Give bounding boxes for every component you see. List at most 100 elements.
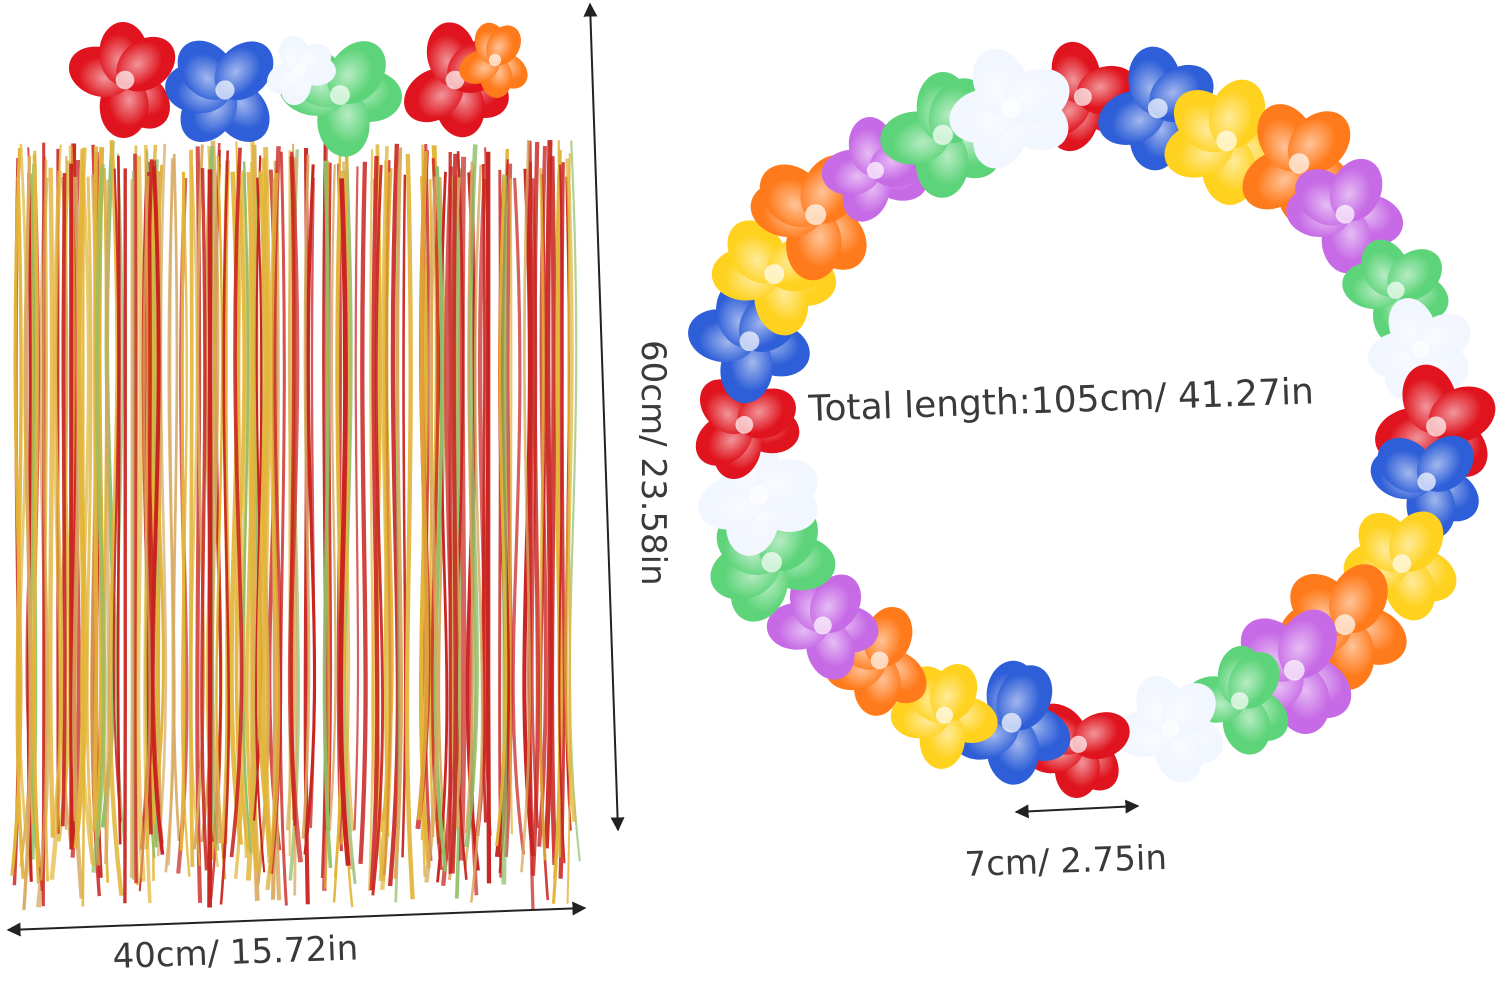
grass-strand [215, 156, 227, 880]
silk-flower [766, 571, 879, 680]
grass-strand [75, 148, 86, 831]
grass-strand [483, 147, 492, 836]
grass-strand [265, 172, 281, 891]
grass-strand [458, 156, 467, 861]
grass-strand [249, 140, 261, 873]
grass-strand [369, 155, 380, 891]
silk-flower [952, 660, 1071, 785]
silk-flower [890, 663, 998, 769]
grass-strand [301, 154, 311, 839]
grass-strand [255, 178, 266, 873]
grass-strand [112, 168, 122, 822]
grass-strand [229, 147, 244, 858]
silk-flower [698, 434, 818, 556]
grass-strand [469, 164, 484, 903]
grass-strand [289, 151, 297, 826]
grass-strand [138, 175, 151, 879]
grass-strand [353, 166, 360, 831]
hula-skirt-image [10, 22, 581, 911]
grass-strand [91, 164, 107, 873]
skirt-width-label: 40cm/ 15.72in [111, 928, 359, 977]
grass-strand [22, 155, 33, 911]
grass-strand [167, 157, 175, 866]
flower-size-arrow [1014, 799, 1140, 819]
grass-strand [568, 140, 581, 862]
grass-strand [200, 167, 209, 871]
grass-strand [549, 156, 558, 866]
grass-strand [104, 179, 111, 865]
grass-strand [358, 161, 368, 865]
skirt-height-label: 60cm/ 23.58in [633, 340, 673, 586]
grass-strand [424, 176, 440, 883]
grass-strands [10, 139, 581, 911]
grass-strand [543, 140, 554, 849]
grass-strand [416, 150, 429, 821]
silk-flower [695, 379, 800, 480]
grass-strand [32, 150, 40, 861]
grass-strand [380, 171, 393, 891]
grass-strand [553, 149, 563, 879]
silk-flower [821, 117, 928, 222]
grass-strand [332, 152, 343, 903]
grass-strand [150, 165, 165, 855]
grass-strand [39, 159, 49, 881]
grass-strand [245, 171, 258, 870]
silk-flower [1115, 675, 1224, 783]
grass-strand [530, 141, 541, 876]
grass-strand [92, 146, 99, 831]
grass-strand [132, 153, 138, 884]
grass-strand [135, 155, 146, 882]
grass-strand [188, 149, 195, 868]
grass-strand [241, 161, 252, 854]
skirt-width-arrow [6, 901, 587, 937]
grass-strand [256, 171, 272, 835]
grass-strand [520, 139, 532, 873]
grass-strand [404, 153, 415, 900]
grass-strand [309, 177, 316, 829]
grass-strand [207, 169, 213, 908]
grass-strand [368, 149, 374, 891]
grass-strand [116, 155, 122, 845]
grass-strand [437, 176, 449, 861]
silk-flower [711, 220, 837, 336]
grass-strand [511, 177, 526, 855]
silk-flower [1286, 158, 1404, 274]
grass-strand [401, 174, 407, 858]
grass-strand [129, 179, 134, 878]
grass-strand [464, 144, 479, 848]
grass-strand [47, 167, 56, 838]
grass-strand [393, 147, 404, 879]
grass-strand [49, 170, 64, 881]
grass-strand [328, 164, 337, 831]
grass-strand [558, 164, 566, 864]
grass-strand [338, 178, 351, 866]
skirt-height-arrow [583, 2, 625, 832]
flower-lei-image [688, 41, 1496, 798]
grass-strand [509, 178, 513, 835]
silk-flower [949, 48, 1070, 169]
waistband-flowers [68, 22, 528, 157]
grass-strand [15, 176, 25, 879]
grass-strand [156, 143, 168, 857]
grass-strand [481, 163, 487, 823]
grass-strand [464, 161, 474, 834]
grass-strand [85, 176, 95, 866]
grass-strand [450, 153, 458, 874]
grass-strand [60, 172, 67, 827]
grass-strand [538, 168, 547, 861]
grass-strand [81, 163, 86, 907]
grass-strand [495, 174, 508, 847]
silk-flower [1370, 435, 1479, 539]
silk-flower [68, 22, 176, 138]
silk-flower [459, 22, 528, 98]
silk-flower [266, 35, 336, 106]
grass-strand [371, 164, 384, 896]
grass-strand [180, 171, 191, 877]
flower-size-label: 7cm/ 2.75in [963, 837, 1168, 885]
silk-flower [165, 40, 274, 143]
grass-strand [219, 150, 231, 905]
grass-strand [322, 160, 333, 869]
grass-strand [566, 153, 572, 904]
grass-strand [189, 166, 201, 866]
